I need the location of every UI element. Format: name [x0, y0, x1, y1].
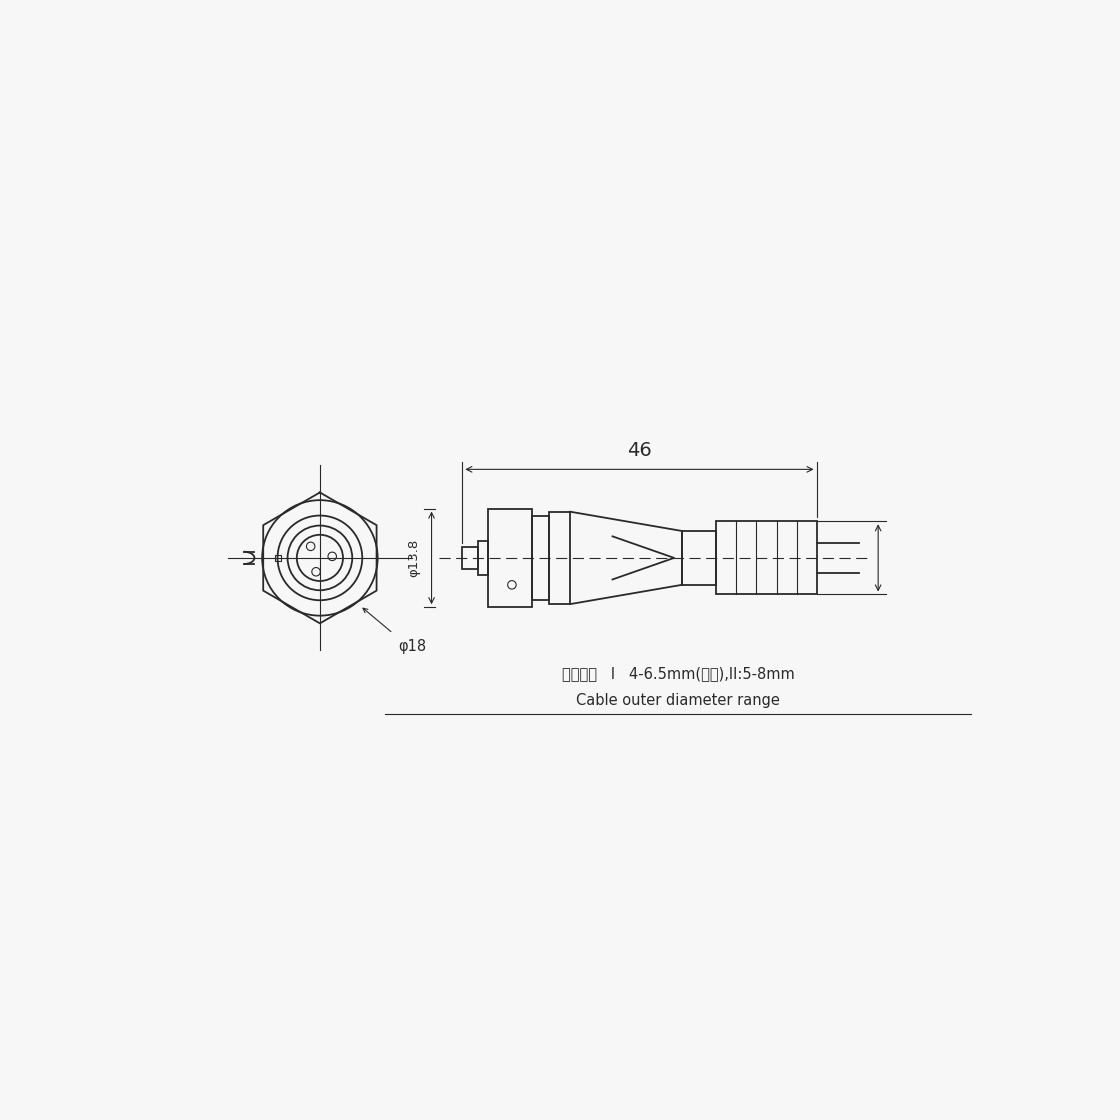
Bar: [478, 541, 487, 576]
Bar: [532, 515, 549, 600]
Bar: [717, 521, 816, 595]
Text: φ13.8: φ13.8: [407, 539, 420, 577]
Text: Cable outer diameter range: Cable outer diameter range: [576, 693, 780, 708]
Bar: [682, 531, 717, 585]
Bar: [487, 508, 532, 607]
Bar: [463, 548, 478, 569]
Bar: [549, 512, 570, 604]
Bar: [276, 554, 281, 561]
Text: 46: 46: [627, 441, 652, 460]
Text: φ18: φ18: [399, 638, 427, 654]
Text: 电缆直径   I   4-6.5mm(不标),II:5-8mm: 电缆直径 I 4-6.5mm(不标),II:5-8mm: [561, 666, 794, 681]
